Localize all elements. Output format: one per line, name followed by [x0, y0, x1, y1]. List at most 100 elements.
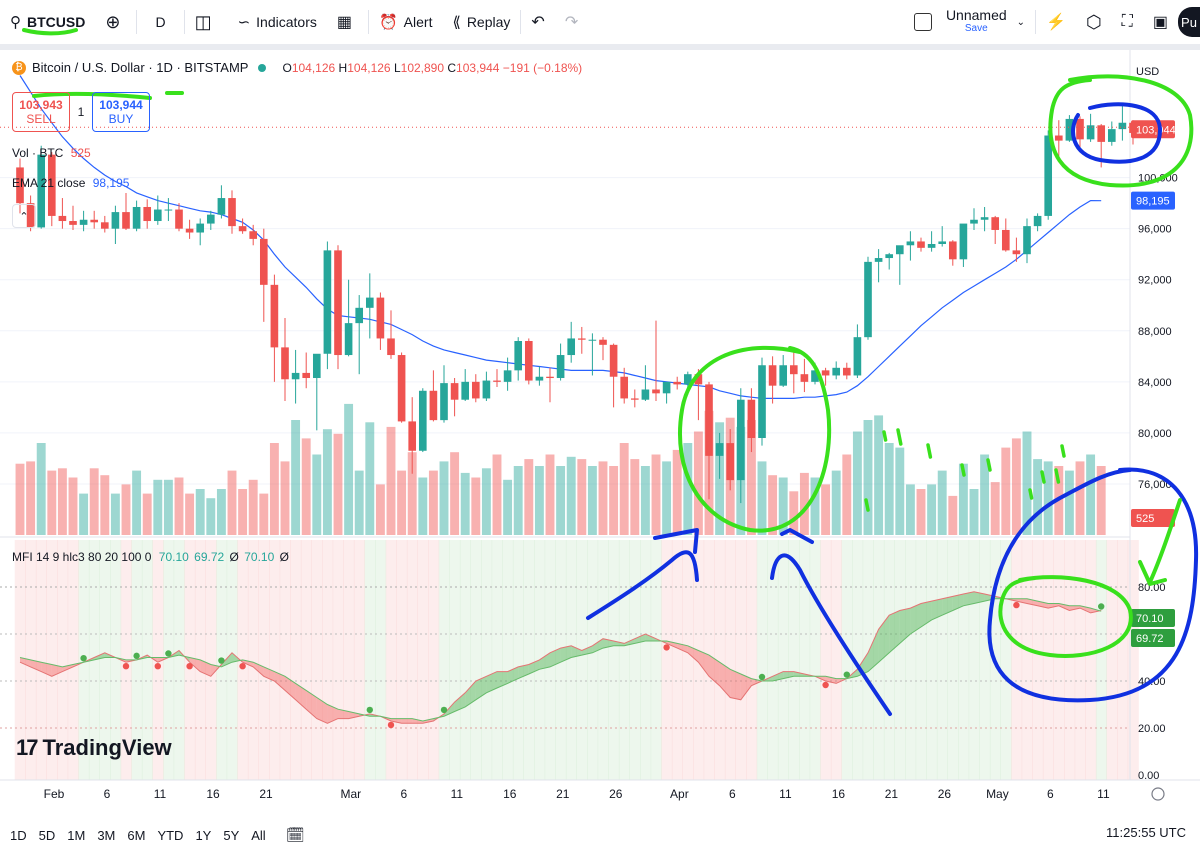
tradingview-logo[interactable]: 17 TradingView: [16, 735, 172, 761]
divider: [1035, 10, 1037, 34]
volume-bar: [884, 443, 894, 535]
candle-body: [535, 376, 544, 381]
mfi-cross-dot: [154, 663, 161, 670]
fullscreen-button[interactable]: ⛶: [1112, 0, 1143, 44]
date-range-button[interactable]: 🗓: [286, 826, 305, 844]
candle-body: [715, 443, 724, 456]
bottom-toolbar: 1D 5D 1M 3M 6M YTD 1Y 5Y All 🗓: [0, 815, 1200, 855]
buy-button[interactable]: 103,944 BUY: [92, 92, 150, 132]
mfi-fill: [316, 697, 328, 724]
candle-body: [69, 221, 77, 225]
candle-body: [991, 217, 1000, 230]
mfi-band: [777, 540, 789, 780]
mfi-band: [799, 540, 811, 780]
range-button-ytd[interactable]: YTD: [157, 827, 184, 843]
volume-bar: [768, 475, 778, 535]
range-button-all[interactable]: All: [251, 827, 266, 843]
mfi-band: [1127, 540, 1139, 780]
volume-bar: [640, 466, 650, 535]
volume-bar: [397, 470, 407, 535]
candle-body: [47, 154, 56, 216]
mfi-band: [714, 540, 726, 780]
layout-button[interactable]: Unnamed Save ⌄: [904, 0, 1035, 44]
mfi-band: [449, 540, 461, 780]
mfi-band: [1074, 540, 1086, 780]
volume-legend[interactable]: Vol · BTC 525: [12, 146, 91, 160]
volume-bar: [810, 477, 820, 535]
candle-body: [577, 338, 586, 340]
mfi-band: [512, 540, 524, 780]
mfi-fill: [62, 664, 73, 672]
range-button-1m[interactable]: 1M: [67, 827, 86, 843]
quick-search-button[interactable]: ⚡: [1036, 0, 1076, 44]
market-status-dot: [258, 63, 267, 72]
mfi-band: [862, 540, 874, 780]
volume-bar: [36, 443, 46, 535]
sell-label: SELL: [26, 112, 56, 126]
candle-body: [323, 250, 332, 354]
mfi-symbol-2: Ø: [279, 550, 289, 564]
range-button-5d[interactable]: 5D: [38, 827, 56, 843]
trade-quantity[interactable]: 1: [77, 105, 85, 119]
volume-bar: [789, 491, 799, 535]
ema-legend[interactable]: EMA 21 close 98,195: [12, 176, 129, 190]
symbol-title[interactable]: Bitcoin / U.S. Dollar · 1D · BITSTAMP: [32, 60, 249, 75]
range-button-1d[interactable]: 1D: [10, 827, 27, 843]
chart-type-button[interactable]: ◫: [185, 0, 228, 44]
volume-bar: [68, 477, 78, 535]
alert-button[interactable]: ⏰ Alert: [369, 0, 442, 44]
mfi-cross-dot: [239, 663, 246, 670]
mfi-cross-dot: [1098, 603, 1105, 610]
clock-display[interactable]: 11:25:55 UTC: [1106, 825, 1186, 840]
layout-name-block: Unnamed Save: [946, 8, 1007, 36]
candle-body: [58, 215, 67, 222]
mfi-fill: [327, 704, 338, 724]
interval-button[interactable]: D: [137, 0, 183, 44]
price-tick-label: 92,000: [1138, 275, 1172, 287]
mfi-fill: [666, 641, 678, 649]
mfi-legend[interactable]: MFI 14 9 hlc3 80 20 100 0 70.10 69.72 Ø …: [12, 550, 289, 564]
compare-button[interactable]: ⊕: [95, 0, 136, 44]
candle-body: [853, 337, 862, 376]
candle-body: [429, 390, 438, 421]
sell-button[interactable]: 103,943 SELL: [12, 92, 70, 132]
volume-bar: [206, 498, 216, 535]
settings-button[interactable]: ⬡: [1076, 0, 1112, 44]
annotation-arrow-blue-right: [770, 553, 892, 716]
publish-button[interactable]: Pu: [1178, 7, 1200, 37]
annotation-tick-mark: [864, 498, 870, 512]
symbol-search-button[interactable]: ⚲ BTCUSD: [0, 0, 95, 44]
volume-bar: [662, 461, 672, 535]
range-button-6m[interactable]: 6M: [127, 827, 146, 843]
templates-button[interactable]: ▦: [327, 0, 368, 44]
mfi-fill: [581, 645, 593, 656]
low-value: 102,890: [400, 60, 445, 75]
mfi-fill: [242, 659, 254, 667]
indicators-button[interactable]: ∽ Indicators: [228, 0, 327, 44]
collapse-legend-button[interactable]: ⌃: [12, 204, 36, 228]
replay-button[interactable]: ⟪ Replay: [442, 0, 520, 44]
mfi-band: [756, 540, 768, 780]
annotation-underline-symbol: [22, 28, 78, 36]
mfi-fill: [30, 659, 42, 672]
mfi-band: [364, 540, 376, 780]
time-tick-label: 6: [1047, 787, 1054, 801]
mfi-band: [640, 540, 652, 780]
candle-body: [917, 241, 925, 248]
volume-bar: [259, 493, 269, 535]
mfi-band: [57, 540, 69, 780]
time-tick-label: 26: [609, 787, 623, 801]
range-button-3m[interactable]: 3M: [97, 827, 116, 843]
mfi-band: [184, 540, 196, 780]
undo-button[interactable]: ↶: [521, 0, 554, 44]
snapshot-button[interactable]: ▣: [1143, 0, 1178, 44]
chart-area[interactable]: USD100,00096,00092,00088,00084,00080,000…: [0, 0, 1200, 815]
volume-label: Vol · BTC: [12, 146, 64, 160]
annotation-circle-april-low: [677, 345, 832, 533]
mfi-band: [841, 540, 853, 780]
volume-bar: [195, 489, 205, 535]
range-button-1y[interactable]: 1Y: [195, 827, 212, 843]
candle-body: [556, 355, 565, 379]
redo-button[interactable]: ↷: [555, 0, 588, 44]
range-button-5y[interactable]: 5Y: [223, 827, 240, 843]
